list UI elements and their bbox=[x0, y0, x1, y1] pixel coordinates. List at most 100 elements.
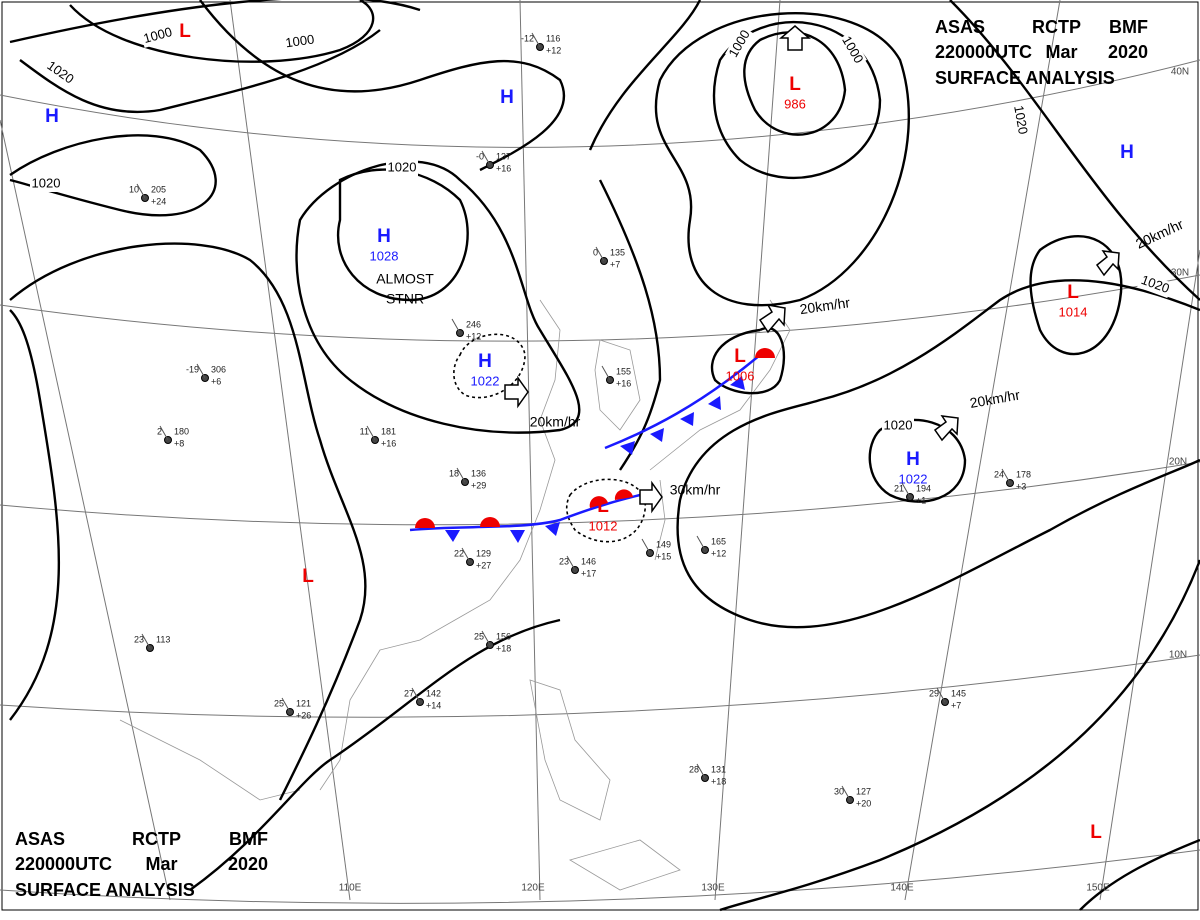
station-wind bbox=[451, 318, 461, 334]
station-pressure: 113 bbox=[156, 634, 170, 644]
station-temp: 24 bbox=[994, 469, 1004, 479]
header-word: RCTP bbox=[1032, 17, 1081, 37]
station-pressure: 127 bbox=[856, 786, 871, 796]
system-pressure: 1022 bbox=[471, 373, 500, 388]
station-tendency: +8 bbox=[174, 438, 184, 448]
station-temp: 21 bbox=[894, 483, 904, 493]
station-pressure: 142 bbox=[426, 688, 441, 698]
station-tendency: +14 bbox=[426, 700, 441, 710]
fronts bbox=[409, 348, 775, 543]
station-pressure: 156 bbox=[496, 631, 511, 641]
station-plot: 10 205 +24 bbox=[129, 183, 166, 206]
system-symbol: H bbox=[1120, 142, 1134, 163]
station-pressure: 178 bbox=[1016, 469, 1031, 479]
station-wind bbox=[461, 547, 471, 563]
coastlines bbox=[119, 299, 791, 891]
isobar-label: 1020 bbox=[388, 159, 417, 174]
station-wind bbox=[456, 467, 466, 483]
longitude-label: 110E bbox=[339, 883, 362, 894]
labels: ASAS RCTP BMF 220000UTC Mar 2020 SURFACE ANALY… bbox=[15, 17, 1189, 900]
header-word: 220000UTC bbox=[935, 42, 1032, 62]
station-wind bbox=[641, 538, 651, 554]
station-tendency: +18 bbox=[711, 776, 726, 786]
station-pressure: 180 bbox=[174, 426, 189, 436]
station-temp: 11 bbox=[360, 426, 369, 436]
system-symbol: L bbox=[789, 74, 801, 95]
isobar-label-bg bbox=[882, 418, 914, 434]
station-wind bbox=[196, 363, 206, 379]
isobar-label: 1020 bbox=[1011, 104, 1031, 135]
motion-label: 20km/hr bbox=[530, 414, 581, 430]
header-word: BMF bbox=[1109, 17, 1148, 37]
station-tendency: +16 bbox=[381, 438, 396, 448]
station-plot: 25 121 +26 bbox=[274, 697, 311, 720]
longitude-label: 150E bbox=[1086, 883, 1110, 894]
station-wind bbox=[411, 687, 421, 703]
isobar-label-bg bbox=[837, 32, 867, 68]
station-pressure: 121 bbox=[296, 698, 311, 708]
station-wind bbox=[531, 32, 541, 48]
isobar-label-bg bbox=[283, 31, 317, 53]
station-tendency: +3 bbox=[1016, 481, 1026, 491]
station-temp: 2 bbox=[157, 426, 162, 436]
station-temp: -0 bbox=[476, 151, 484, 161]
station-wind bbox=[481, 630, 491, 646]
station-pressure: 246 bbox=[466, 319, 481, 329]
station-plot: 30 127 +20 bbox=[834, 785, 871, 808]
station-wind bbox=[481, 150, 491, 166]
station-tendency: +27 bbox=[476, 560, 491, 570]
station-tendency: +12 bbox=[466, 331, 481, 341]
station-plot: 28 131 +18 bbox=[689, 763, 726, 786]
station-pressure: 137 bbox=[496, 151, 511, 161]
station-tendency: +17 bbox=[581, 568, 596, 578]
latitude-label: 20N bbox=[1169, 457, 1187, 468]
system-pressure: 1014 bbox=[1059, 304, 1088, 319]
station-temp: 23 bbox=[134, 634, 144, 644]
station-temp: 25 bbox=[474, 631, 484, 641]
isobar-label: 1000 bbox=[284, 32, 315, 51]
station-tendency: +12 bbox=[546, 45, 561, 55]
header-word: RCTP bbox=[132, 829, 181, 849]
station-tendency: +20 bbox=[856, 798, 871, 808]
station-plot: 24 178 +3 bbox=[994, 468, 1031, 491]
header-word: BMF bbox=[229, 829, 268, 849]
station-tendency: +16 bbox=[496, 163, 511, 173]
station-plot: 29 145 +7 bbox=[929, 687, 966, 710]
station-plot: 165+12 bbox=[696, 535, 726, 558]
header-word: Mar bbox=[145, 854, 177, 874]
isobar-label-bg bbox=[725, 26, 755, 62]
motion-label: 20km/hr bbox=[799, 294, 852, 317]
station-plot: -0 137 +16 bbox=[476, 150, 511, 173]
system-pressure: 986 bbox=[784, 96, 806, 111]
station-plot: 23 113 bbox=[134, 633, 170, 652]
station-plot: 0 135 +7 bbox=[593, 246, 625, 269]
station-temp: 23 bbox=[559, 556, 569, 566]
system-symbol: L bbox=[179, 21, 191, 42]
station-plot: 18 136 +29 bbox=[449, 467, 486, 490]
station-plot: 23 146 +17 bbox=[559, 555, 596, 578]
note-text: ALMOST bbox=[376, 271, 434, 287]
station-wind bbox=[601, 365, 611, 381]
station-tendency: +26 bbox=[296, 710, 311, 720]
isobar-label-bg bbox=[42, 57, 78, 89]
station-wind bbox=[366, 425, 376, 441]
station-plot: -19 306 +6 bbox=[186, 363, 226, 386]
station-tendency: +16 bbox=[616, 378, 631, 388]
station-wind bbox=[936, 687, 946, 703]
station-pressure: 116 bbox=[546, 33, 560, 43]
station-wind bbox=[141, 633, 151, 649]
station-pressure: 149 bbox=[656, 539, 671, 549]
station-wind bbox=[1001, 468, 1011, 484]
motion-arrows bbox=[504, 25, 1120, 514]
station-temp: 10 bbox=[129, 184, 139, 194]
station-temp: 18 bbox=[449, 468, 459, 478]
system-pressure: 1012 bbox=[589, 518, 618, 533]
system-pressure: 1006 bbox=[726, 368, 755, 383]
station-tendency: +1 bbox=[916, 495, 926, 505]
system-symbol: L bbox=[597, 496, 609, 517]
system-symbol: H bbox=[377, 226, 391, 247]
station-plot: 149+15 bbox=[641, 538, 671, 561]
station-wind bbox=[595, 246, 605, 262]
